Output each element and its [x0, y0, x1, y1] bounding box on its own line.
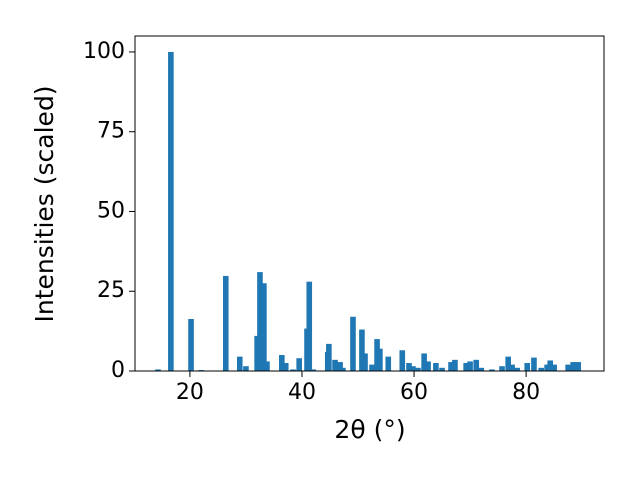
bar [547, 360, 554, 371]
bar [399, 350, 406, 371]
bar [570, 362, 576, 371]
y-tick-label: 50 [97, 198, 125, 223]
bar [425, 361, 431, 371]
bar [296, 358, 302, 371]
bar [374, 339, 380, 371]
bar [337, 362, 343, 371]
y-tick-label: 25 [97, 278, 125, 303]
bar [369, 364, 375, 371]
bar [236, 356, 243, 371]
bar [575, 362, 582, 371]
bar [332, 359, 338, 371]
bar [350, 316, 356, 371]
bar [168, 51, 174, 371]
bar [362, 353, 368, 371]
bar [279, 355, 285, 371]
bar [565, 364, 571, 371]
x-tick-label: 80 [512, 380, 540, 405]
bar [538, 367, 545, 371]
bar [310, 369, 316, 371]
y-tick-label: 0 [111, 358, 125, 383]
bar [155, 369, 161, 371]
x-tick-label: 40 [288, 380, 316, 405]
bar [514, 367, 520, 371]
bar [421, 353, 427, 371]
bar [415, 367, 421, 371]
y-axis-label: Intensities (scaled) [30, 85, 59, 322]
bar [478, 367, 485, 371]
bar [551, 364, 557, 371]
bar [290, 369, 296, 371]
x-tick-label: 60 [400, 380, 428, 405]
bar [261, 283, 267, 371]
bar [544, 364, 550, 371]
bar [448, 362, 454, 371]
bar [467, 361, 473, 371]
bar [306, 281, 313, 371]
bar [499, 366, 505, 371]
bar [326, 343, 332, 371]
bar [531, 357, 537, 371]
bar [282, 363, 289, 371]
bar [410, 366, 416, 371]
bar [509, 364, 515, 371]
bar [264, 361, 270, 371]
bar [222, 275, 229, 371]
bar [359, 329, 365, 371]
bar [433, 363, 439, 371]
bar [254, 335, 260, 371]
bar [340, 367, 346, 371]
bar [452, 359, 458, 371]
bar [439, 367, 445, 371]
bar [463, 363, 469, 371]
bar [473, 359, 480, 371]
y-tick-label: 100 [83, 39, 125, 64]
bar [188, 318, 194, 371]
x-tick-label: 20 [176, 380, 204, 405]
bar [243, 366, 249, 371]
bar [489, 369, 495, 371]
bar [505, 356, 511, 371]
x-axis-label: 2θ (°) [334, 415, 405, 444]
bar [406, 363, 412, 371]
bar [524, 363, 531, 371]
bar [257, 272, 263, 371]
bar [385, 356, 392, 371]
plot-frame [134, 35, 605, 372]
bar [377, 348, 383, 371]
y-tick-label: 75 [97, 119, 125, 144]
